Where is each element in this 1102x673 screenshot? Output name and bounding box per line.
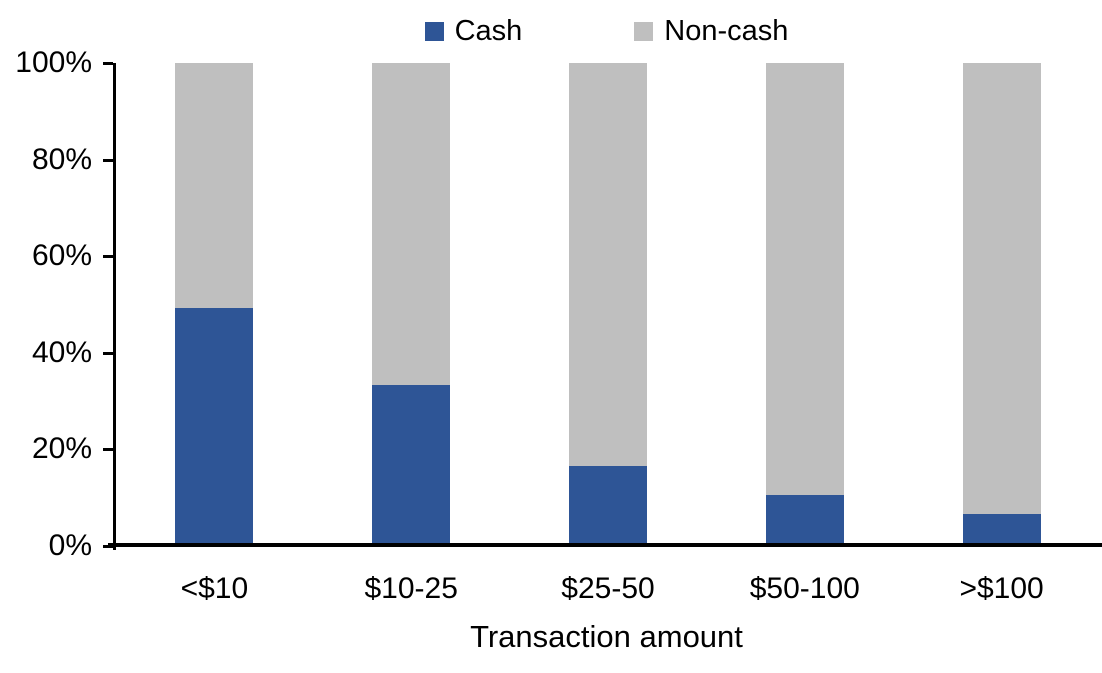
legend-item-cash: Cash [424,14,523,47]
y-axis-tick [103,158,113,162]
y-axis-tick-label: 60% [31,239,92,273]
y-axis-line [113,63,116,550]
bar-1 [175,63,254,543]
bar-segment-cash [569,466,647,543]
legend-label: Non-cash [664,14,789,47]
y-axis-tick-label: 40% [31,335,92,369]
x-axis-tick-label: >$100 [959,572,1044,605]
bar-5 [962,63,1041,543]
x-axis-tick-label: $50-100 [749,572,860,605]
bar-segment-non-cash [569,63,647,467]
y-axis-tick-label: 80% [31,142,92,176]
bar-4 [765,63,844,543]
bar-2 [372,63,451,543]
x-axis-tick-label: $10-25 [364,572,458,605]
y-axis-tick [103,62,113,65]
y-axis-tick-label: 0% [48,529,92,562]
x-axis-tick-label: <$10 [180,572,249,605]
plot-area [116,63,1100,543]
bar-3 [569,63,647,543]
x-axis-title: Transaction amount [470,619,743,654]
legend-label: Cash [454,14,523,47]
bar-segment-non-cash [175,63,254,308]
x-axis-tick-label: $25-50 [561,572,655,605]
legend-swatch-icon [424,21,444,41]
bar-segment-non-cash [962,63,1041,515]
x-axis-line [108,543,1102,547]
bar-segment-cash [175,307,254,543]
y-axis-tick [103,448,113,452]
legend-swatch-icon [634,21,654,41]
y-axis-tick-label: 100% [15,46,92,79]
bar-segment-non-cash [765,63,844,495]
legend-item-non-cash: Non-cash [634,14,789,47]
bar-segment-cash [765,495,844,543]
y-axis-tick-label: 20% [31,432,92,466]
y-axis-tick [103,255,113,259]
y-axis-tick [103,351,113,355]
chart-legend: Cash Non-cash [113,10,1100,52]
bar-segment-cash [962,514,1041,543]
bar-segment-cash [372,384,451,543]
bar-segment-non-cash [372,63,451,385]
